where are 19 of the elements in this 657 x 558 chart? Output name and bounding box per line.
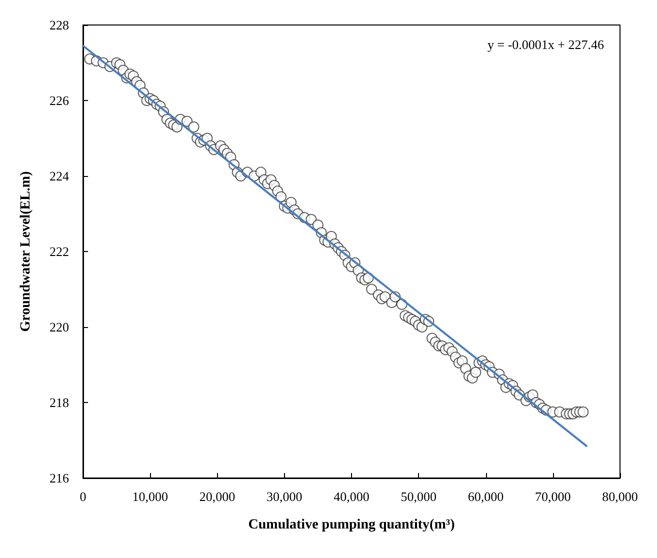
x-tick-label: 70,000: [535, 489, 571, 504]
x-tick-label: 10,000: [132, 489, 168, 504]
x-tick-label: 40,000: [334, 489, 370, 504]
x-tick-label: 0: [80, 489, 86, 504]
y-tick-label: 218: [50, 395, 69, 410]
y-tick-label: 216: [50, 470, 70, 486]
x-tick-label: 50,000: [400, 489, 436, 504]
x-tick-label: 20,000: [199, 489, 236, 504]
x-axis-title: Cumulative pumping quantity(m³): [248, 518, 456, 532]
y-tick-label: 220: [50, 320, 69, 334]
y-tick-label: 224: [50, 168, 70, 184]
x-tick-label: 30,000: [266, 489, 302, 504]
y-tick-label: 222: [50, 244, 69, 259]
x-tick-label: 60,000: [468, 489, 504, 504]
y-axis-title: Groundwater Level(EL.m): [18, 170, 34, 332]
annotation: y = -0.0001x + 227.46: [488, 37, 604, 52]
x-tick-label: 80,000: [602, 489, 638, 504]
y-tick-label: 226: [50, 93, 70, 108]
y-tick-label: 228: [50, 18, 69, 32]
